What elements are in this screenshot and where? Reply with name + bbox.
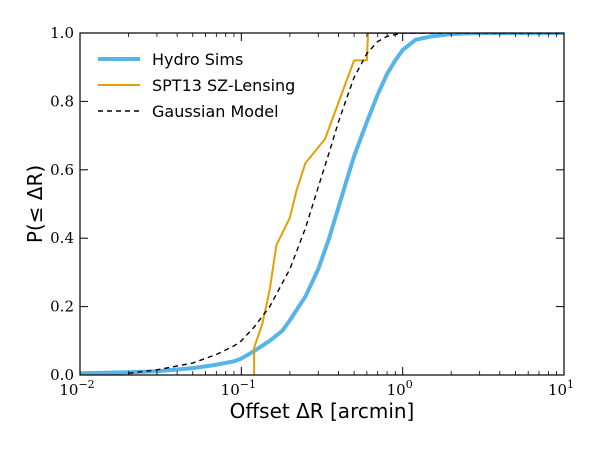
plot-frame: [79, 32, 565, 376]
y-tick-label: 0.6: [50, 161, 74, 179]
ticks-layer: 10−2 10−1 100 101 0.0 0.2 0.4 0.6 0.8 1.0: [50, 24, 574, 399]
legend-label-1: SPT13 SZ-Lensing: [152, 76, 295, 95]
series-line-1: [253, 33, 564, 375]
y-tick-label: 0.4: [50, 229, 74, 247]
y-axis-label: P(≤ ΔR): [23, 165, 47, 243]
legend-label-2: Gaussian Model: [152, 102, 279, 121]
series-line-0: [80, 33, 564, 375]
x-tick-label: 101: [548, 378, 574, 399]
legend-label-0: Hydro Sims: [152, 50, 243, 69]
x-axis-label: Offset ΔR [arcmin]: [230, 399, 415, 423]
x-tick-label: 10−1: [221, 378, 256, 399]
y-tick-label: 0.2: [50, 298, 74, 316]
x-tick-label: 10−2: [59, 378, 94, 399]
y-tick-label: 1.0: [50, 24, 74, 42]
x-tick-label: 100: [387, 378, 413, 399]
series-layer: [80, 33, 564, 375]
series-line-2: [128, 33, 564, 374]
y-tick-label: 0.0: [50, 366, 74, 384]
y-tick-label: 0.8: [50, 92, 74, 110]
legend: Hydro Sims SPT13 SZ-Lensing Gaussian Model: [98, 50, 295, 121]
